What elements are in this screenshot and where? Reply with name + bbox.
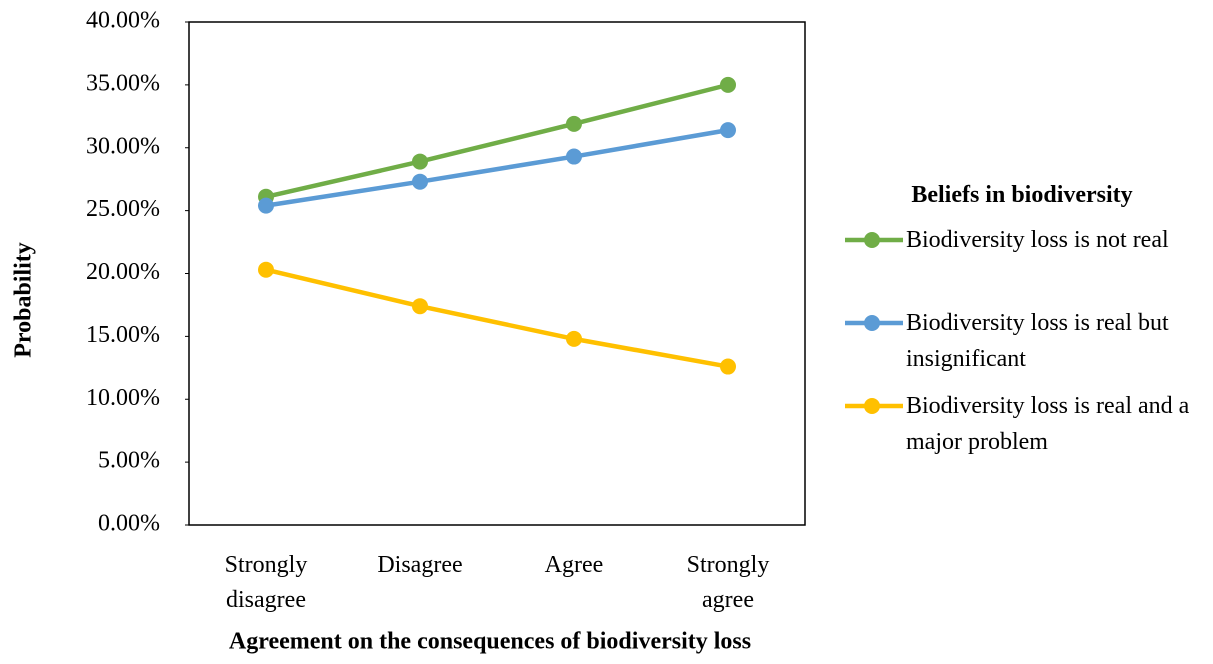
y-axis-title: Probability <box>11 242 37 358</box>
legend-label: Biodiversity loss is not real <box>906 227 1169 253</box>
point <box>566 148 582 165</box>
y-tick-label: 15.00% <box>86 322 160 348</box>
x-tick-label: Strongly disagree <box>224 552 308 613</box>
legend-marker <box>864 315 880 331</box>
legend-label: Biodiversity loss is real but insignific… <box>906 310 1169 372</box>
y-tick-label: 35.00% <box>86 70 160 96</box>
x-tick-label: Strongly agree <box>686 552 770 613</box>
series-line <box>265 267 729 369</box>
x-tick-label: Agree <box>544 552 604 578</box>
point <box>412 298 428 315</box>
legend-label: Biodiversity loss is real and a major pr… <box>906 393 1190 455</box>
point <box>720 76 736 93</box>
x-tick-label: Disagree <box>377 552 463 578</box>
point <box>720 122 736 139</box>
point <box>720 358 736 375</box>
y-tick-label: 30.00% <box>86 133 160 159</box>
point <box>412 153 428 170</box>
point <box>566 115 582 132</box>
x-axis-title: Agreement on the consequences of biodive… <box>229 629 751 655</box>
y-tick-label: 20.00% <box>86 259 160 285</box>
y-tick-label: 0.00% <box>98 511 160 537</box>
legend-marker <box>864 232 880 248</box>
y-tick-label: 40.00% <box>86 8 160 34</box>
legend-title: Beliefs in biodiversity <box>911 182 1133 208</box>
point <box>566 330 582 347</box>
legend-marker <box>864 398 880 414</box>
series-line <box>265 127 729 208</box>
y-tick-label: 25.00% <box>86 196 160 222</box>
point <box>412 173 428 190</box>
y-tick-label: 10.00% <box>86 385 160 411</box>
y-tick-label: 5.00% <box>98 448 160 474</box>
point <box>258 261 274 278</box>
series-line <box>265 82 729 199</box>
point <box>258 197 274 214</box>
